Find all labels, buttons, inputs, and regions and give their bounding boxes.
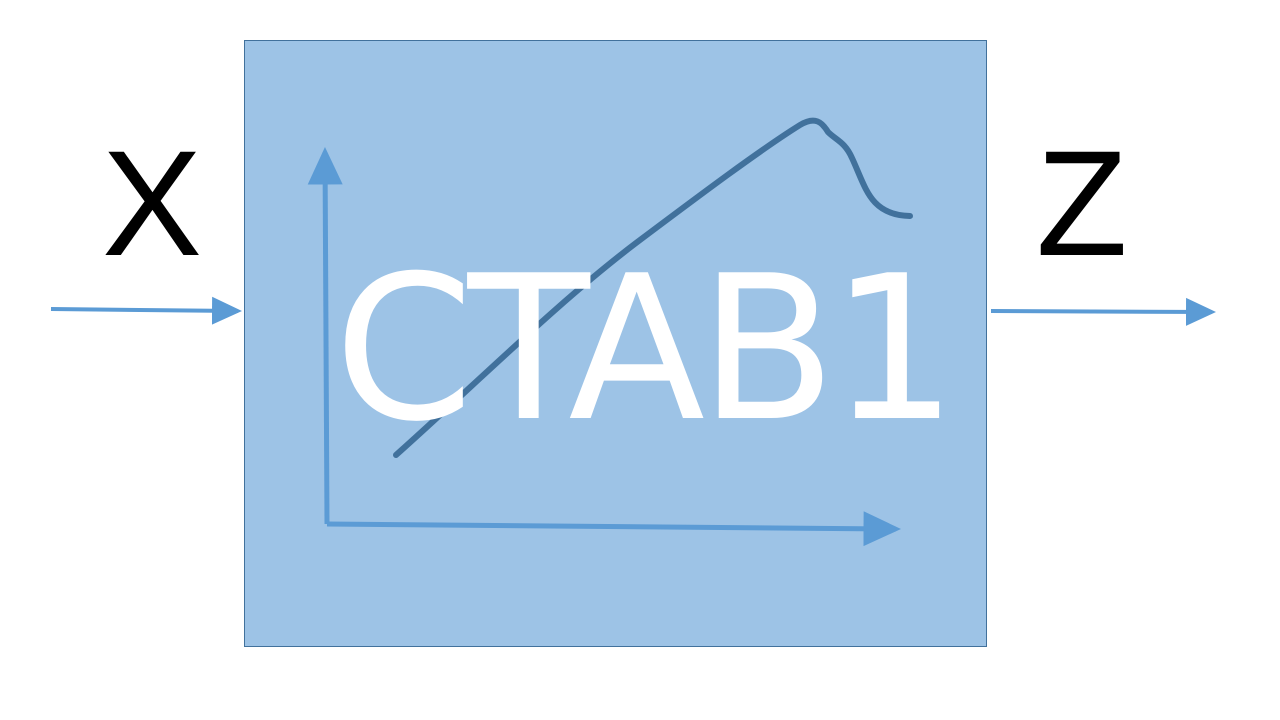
x-axis-icon — [326, 511, 901, 547]
characteristic-curve-icon — [393, 117, 913, 458]
input-label: X — [102, 119, 203, 287]
output-arrow — [990, 297, 1216, 326]
block-label: CTAB1 — [334, 233, 958, 466]
y-axis-icon — [307, 147, 343, 525]
input-arrow — [50, 296, 242, 325]
output-label: Z — [1036, 119, 1128, 287]
ctab-block — [244, 40, 987, 647]
